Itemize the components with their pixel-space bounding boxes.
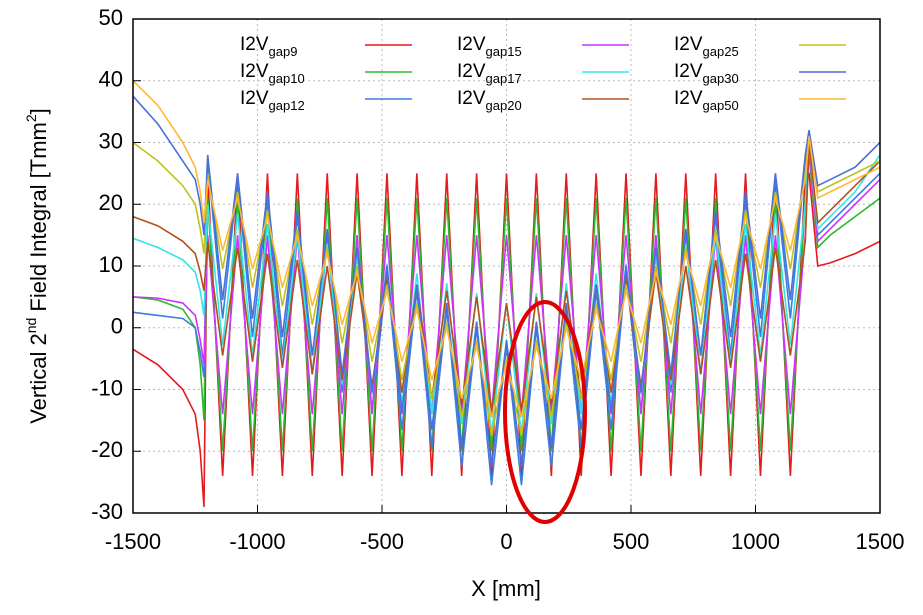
y-tick-label: 30 (99, 128, 123, 153)
legend-label: I2Vgap15 (457, 34, 522, 59)
series-line (133, 142, 880, 486)
x-tick-label: 0 (500, 529, 512, 554)
legend-label: I2Vgap25 (674, 34, 739, 59)
y-label-part: Vertical 2 (26, 333, 51, 424)
legend-label: I2Vgap9 (240, 34, 297, 59)
highlight-ellipse (503, 300, 587, 524)
x-tick-label: 500 (613, 529, 650, 554)
legend-label: I2Vgap30 (674, 61, 739, 86)
y-tick-label: -10 (91, 375, 123, 400)
x-tick-label: -1000 (229, 529, 285, 554)
y-tick-label: 10 (99, 252, 123, 277)
legend-label: I2Vgap12 (240, 88, 305, 113)
y-tick-label: 0 (111, 314, 123, 339)
y-tick-label: 50 (99, 5, 123, 30)
series-line (133, 142, 880, 435)
plot-area (132, 18, 881, 514)
y-label-part: 2 (23, 114, 39, 122)
y-tick-label: 20 (99, 190, 123, 215)
series-line (133, 95, 880, 467)
series-line (133, 142, 880, 412)
y-tick-label: -30 (91, 499, 123, 524)
x-tick-label: 1000 (731, 529, 780, 554)
legend-label: I2Vgap20 (457, 88, 522, 113)
legend-label: I2Vgap17 (457, 61, 522, 86)
y-axis-label: Vertical 2nd Field Integral [Tmm2] (23, 108, 51, 424)
y-label-part: Field Integral [Tmm (26, 122, 51, 318)
x-tick-label: -500 (360, 529, 404, 554)
legend-label: I2Vgap50 (674, 88, 739, 113)
y-label-part: nd (23, 318, 39, 334)
y-tick-label: 40 (99, 67, 123, 92)
x-axis-label: X [mm] (471, 576, 541, 601)
x-tick-label: -1500 (105, 529, 161, 554)
series-line (133, 80, 880, 418)
legend-label: I2Vgap10 (240, 61, 305, 86)
x-tick-label: 1500 (856, 529, 905, 554)
y-tick-label: -20 (91, 437, 123, 462)
y-label-part: ] (26, 108, 51, 114)
series-line (133, 148, 880, 415)
